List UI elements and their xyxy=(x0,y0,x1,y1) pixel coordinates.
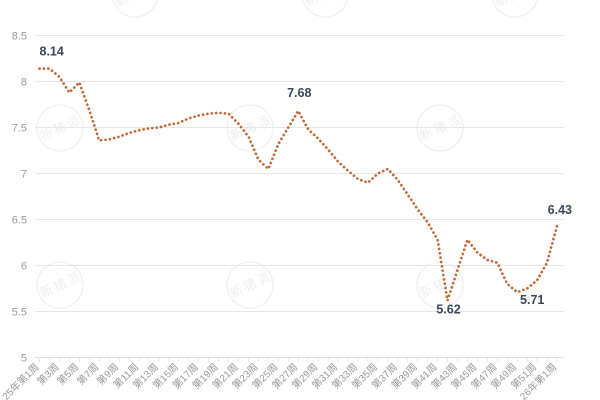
svg-text:7.5: 7.5 xyxy=(12,123,27,135)
svg-text:5.5: 5.5 xyxy=(12,307,27,319)
svg-text:5.71: 5.71 xyxy=(520,293,544,307)
svg-text:6.5: 6.5 xyxy=(12,215,27,227)
svg-text:8: 8 xyxy=(21,77,27,89)
svg-text:5.62: 5.62 xyxy=(436,302,460,316)
svg-text:8.14: 8.14 xyxy=(40,45,64,59)
svg-text:7: 7 xyxy=(21,169,27,181)
svg-text:6.43: 6.43 xyxy=(548,203,572,217)
svg-text:7.68: 7.68 xyxy=(287,86,311,100)
svg-text:8.5: 8.5 xyxy=(12,31,27,43)
svg-text:6: 6 xyxy=(21,261,27,273)
svg-text:5: 5 xyxy=(21,353,27,365)
